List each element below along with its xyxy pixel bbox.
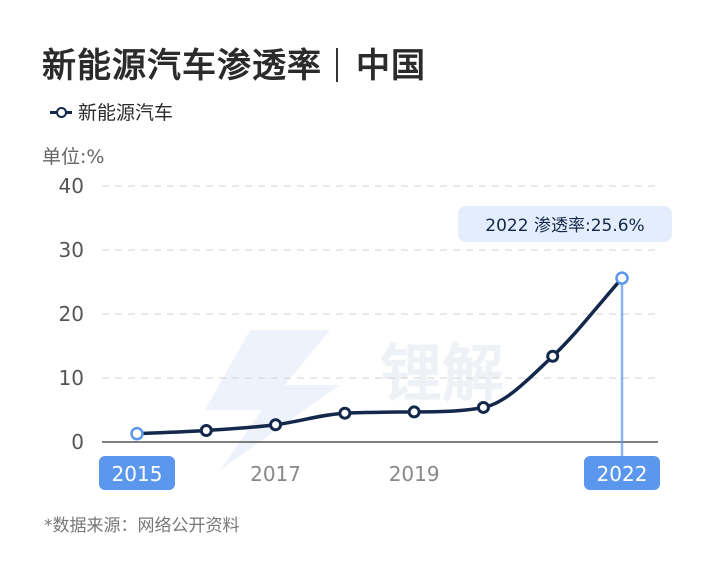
data-point [338, 406, 352, 420]
x-tick-label: 2022 [597, 462, 648, 486]
callout-text: 2022 渗透率:25.6% [485, 216, 644, 236]
legend-label: 新能源汽车 [78, 102, 174, 124]
data-point [476, 400, 490, 414]
y-axis: 0 10 20 30 40 [59, 174, 84, 454]
y-tick-label: 0 [71, 430, 84, 454]
x-tick-label: 2017 [250, 462, 301, 486]
line-chart: 锂解 0 10 20 30 40 2015 2017 2019 2022 2022 渗透率:2… [59, 174, 672, 490]
data-point [615, 271, 629, 285]
y-tick-label: 30 [59, 238, 84, 262]
y-tick-label: 40 [59, 174, 84, 198]
x-tick-label: 2019 [389, 462, 440, 486]
x-tick-highlight-badge [584, 456, 660, 490]
data-point [269, 418, 283, 432]
y-tick-label: 10 [59, 366, 84, 390]
callout: 2022 渗透率:25.6% [458, 206, 672, 242]
y-tick-label: 20 [59, 302, 84, 326]
legend-marker-icon [50, 106, 72, 118]
chart-title-main: 新能源汽车渗透率 [42, 46, 322, 86]
gridlines [102, 185, 658, 443]
chart-title: 新能源汽车渗透率 中国 [42, 38, 426, 87]
data-point [130, 426, 144, 441]
data-point [199, 423, 213, 437]
data-point [546, 349, 560, 363]
watermark: 锂解 [205, 330, 504, 470]
legend: 新能源汽车 [50, 98, 173, 125]
x-axis: 2015 2017 2019 2022 [99, 456, 660, 490]
unit-label: 单位:% [42, 146, 105, 168]
callout-box [458, 206, 672, 242]
x-tick-highlight-badge [99, 456, 175, 490]
x-tick-label: 2015 [112, 462, 163, 486]
watermark-text: 锂解 [380, 337, 504, 410]
title-divider [336, 48, 338, 82]
data-point [407, 405, 421, 419]
data-points [130, 271, 629, 441]
chart-title-region: 中国 [356, 46, 426, 86]
data-source-note: *数据来源：网络公开资料 [44, 516, 240, 536]
watermark-bolt-icon [205, 330, 340, 470]
